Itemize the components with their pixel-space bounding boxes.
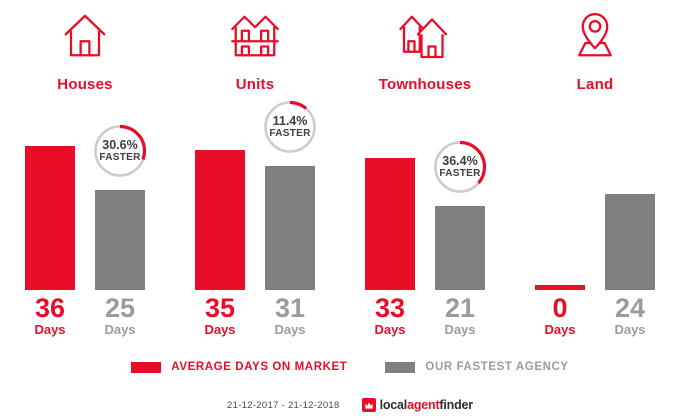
agency-bar-houses xyxy=(95,190,145,290)
faster-badge-text: 30.6% FASTER xyxy=(93,124,147,178)
faster-badge-townhouses: 36.4% FASTER xyxy=(433,140,487,194)
townhouses-icon xyxy=(397,8,453,64)
agency-bar-units xyxy=(265,166,315,290)
logo-word-agent: agent xyxy=(407,398,440,412)
agency-swatch xyxy=(385,361,416,373)
group-label-units: Units xyxy=(235,76,275,93)
agency-days-value-townhouses: 21 xyxy=(444,293,476,323)
house-icon xyxy=(57,8,113,64)
faster-badge-text: 11.4% FASTER xyxy=(263,100,317,154)
faster-suffix: FASTER xyxy=(439,167,481,179)
chart-footer: 21-12-2017 - 21-12-2018 localagentfinder xyxy=(0,398,700,412)
faster-gauge-ring xyxy=(433,140,487,194)
logo-word-finder: finder xyxy=(439,398,473,412)
market-bar-land xyxy=(535,285,585,290)
market-bar-houses xyxy=(25,146,75,290)
agency-days-unit-houses: Days xyxy=(104,322,136,337)
market-days-value-houses: 36 xyxy=(34,293,66,323)
market-days-value-land: 0 xyxy=(552,293,568,323)
agency-days-unit-units: Days xyxy=(274,322,306,337)
localagentfinder-logo: localagentfinder xyxy=(361,398,474,412)
market-days-value-townhouses: 33 xyxy=(374,293,406,323)
market-days-unit-houses: Days xyxy=(34,322,66,337)
legend-item-market: AVERAGE DAYS ON MARKET xyxy=(131,361,347,373)
agency-days-unit-land: Days xyxy=(614,322,646,337)
land-icon xyxy=(567,8,623,64)
agency-days-unit-townhouses: Days xyxy=(444,322,476,337)
legend-item-agency: OUR FASTEST AGENCY xyxy=(385,361,568,373)
faster-badge-text: 36.4% FASTER xyxy=(433,140,487,194)
group-label-land: Land xyxy=(576,76,614,93)
logo-word-local: local xyxy=(379,398,408,412)
market-bar-units xyxy=(195,150,245,290)
market-bar-townhouses xyxy=(365,158,415,290)
chart-legend: AVERAGE DAYS ON MARKET OUR FASTEST AGENC… xyxy=(0,361,700,373)
faster-percentage: 36.4% xyxy=(442,153,478,168)
faster-percentage: 30.6% xyxy=(102,137,138,152)
faster-percentage: 11.4% xyxy=(272,113,308,128)
faster-gauge-ring xyxy=(263,100,317,154)
market-days-unit-land: Days xyxy=(544,322,576,337)
crown-icon xyxy=(361,398,376,412)
group-label-townhouses: Townhouses xyxy=(378,76,472,93)
faster-badge-units: 11.4% FASTER xyxy=(263,100,317,154)
market-days-value-units: 35 xyxy=(204,293,236,323)
legend-label-market: AVERAGE DAYS ON MARKET xyxy=(171,361,348,373)
units-icon xyxy=(227,8,283,64)
group-label-houses: Houses xyxy=(57,76,113,93)
agency-days-value-land: 24 xyxy=(614,293,646,323)
faster-suffix: FASTER xyxy=(269,127,311,139)
agency-bar-townhouses xyxy=(435,206,485,290)
faster-badge-houses: 30.6% FASTER xyxy=(93,124,147,178)
market-days-unit-units: Days xyxy=(204,322,236,337)
faster-gauge-ring xyxy=(93,124,147,178)
logo-text: localagentfinder xyxy=(379,398,474,412)
faster-suffix: FASTER xyxy=(99,151,141,163)
agency-bar-land xyxy=(605,194,655,290)
legend-label-agency: OUR FASTEST AGENCY xyxy=(425,361,569,373)
date-range: 21-12-2017 - 21-12-2018 xyxy=(227,399,340,411)
agency-days-value-houses: 25 xyxy=(104,293,136,323)
market-days-unit-townhouses: Days xyxy=(374,322,406,337)
agency-days-value-units: 31 xyxy=(274,293,306,323)
market-swatch xyxy=(131,361,162,373)
